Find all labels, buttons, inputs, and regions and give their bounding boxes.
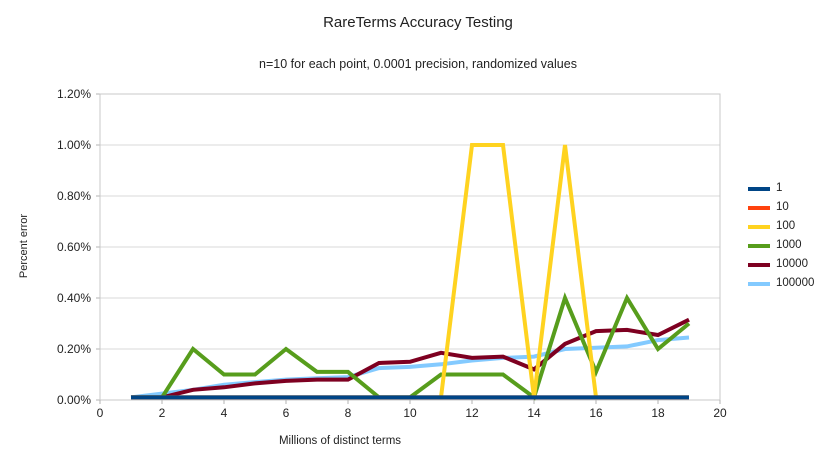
- legend-swatch: [748, 262, 770, 267]
- x-tick-label: 14: [527, 406, 541, 420]
- legend-label: 100: [776, 220, 796, 232]
- series-line-10000: [131, 317, 690, 400]
- x-tick-label: 18: [651, 406, 665, 420]
- legend-item-1: 1: [748, 179, 814, 198]
- x-tick-label: 20: [713, 406, 727, 420]
- legend-item-1000: 1000: [748, 236, 814, 255]
- y-tick-label: 0.40%: [57, 291, 91, 305]
- legend-swatch: [748, 224, 770, 229]
- series-line-100: [131, 143, 689, 400]
- legend: 1 10 100 1000 10000 100000: [748, 179, 814, 293]
- legend-label: 100000: [776, 277, 815, 289]
- series-line-100000: [130, 335, 690, 400]
- legend-swatch: [748, 243, 770, 248]
- legend-label: 1: [776, 182, 783, 194]
- legend-item-10: 10: [748, 198, 814, 217]
- y-axis-title: Percent error: [18, 213, 30, 279]
- x-axis-title: Millions of distinct terms: [278, 435, 402, 447]
- legend-label: 10: [776, 201, 789, 213]
- legend-item-100: 100: [748, 217, 814, 236]
- legend-item-10000: 10000: [748, 255, 814, 274]
- chart-subtitle: n=10 for each point, 0.0001 precision, r…: [259, 57, 577, 71]
- x-tick-label: 0: [97, 406, 104, 420]
- y-tick-label: 0.20%: [57, 342, 91, 356]
- legend-label: 10000: [776, 258, 808, 270]
- y-tick-label: 0.60%: [57, 240, 91, 254]
- legend-swatch: [748, 281, 770, 286]
- legend-swatch: [748, 186, 770, 191]
- x-tick-label: 8: [345, 406, 352, 420]
- y-tick-label: 1.20%: [57, 87, 91, 101]
- legend-swatch: [748, 205, 770, 210]
- x-tick-label: 12: [465, 406, 479, 420]
- x-tick-label: 4: [221, 406, 228, 420]
- y-tick-label: 0.80%: [57, 189, 91, 203]
- x-tick-label: 2: [159, 406, 166, 420]
- x-tick-label: 6: [283, 406, 290, 420]
- legend-item-100000: 100000: [748, 274, 814, 293]
- chart-title: RareTerms Accuracy Testing: [323, 14, 513, 31]
- legend-label: 1000: [776, 239, 802, 251]
- y-tick-label: 0.00%: [57, 393, 91, 407]
- x-tick-label: 16: [589, 406, 603, 420]
- series-line-1000: [131, 292, 691, 401]
- x-tick-label: 10: [403, 406, 417, 420]
- y-tick-label: 1.00%: [57, 138, 91, 152]
